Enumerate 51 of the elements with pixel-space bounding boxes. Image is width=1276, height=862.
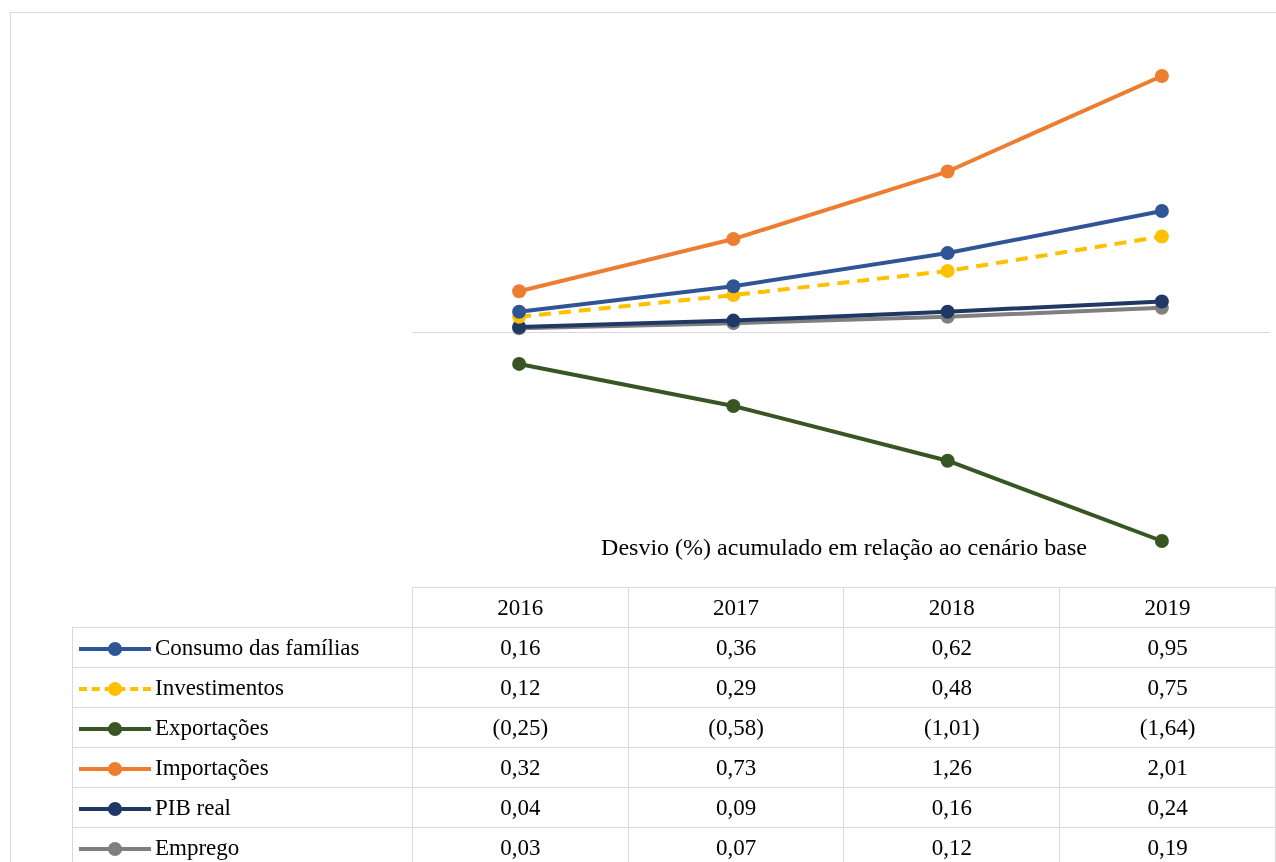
point	[940, 164, 955, 179]
point	[1154, 294, 1169, 309]
legend-label: Investimentos	[155, 674, 285, 700]
point	[512, 356, 527, 371]
point	[726, 279, 741, 294]
point	[1154, 229, 1169, 244]
point	[1154, 534, 1169, 548]
point	[940, 263, 955, 278]
point	[1154, 204, 1169, 219]
legend-label: Emprego	[155, 834, 240, 860]
x-tick-label: 2019	[1059, 587, 1276, 628]
data-label: 0,62	[843, 627, 1060, 668]
legend-label: Exportações	[155, 714, 269, 740]
data-label: 0,29	[628, 667, 844, 708]
data-label: 0,16	[412, 627, 629, 668]
data-label: (1,01)	[843, 707, 1060, 748]
legend-label: Consumo das famílias	[155, 634, 360, 660]
point	[512, 284, 527, 299]
data-label: 0,16	[843, 787, 1060, 828]
data-label: 0,03	[412, 827, 629, 862]
data-label: 0,48	[843, 667, 1060, 708]
legend-label: Importações	[155, 754, 269, 780]
data-label: 0,09	[628, 787, 844, 828]
data-label: (0,25)	[412, 707, 629, 748]
data-label: 0,12	[412, 667, 629, 708]
data-label: 0,07	[628, 827, 844, 862]
point	[726, 398, 741, 413]
legend-label: PIB real	[155, 794, 232, 820]
point	[726, 232, 741, 247]
data-label: 0,73	[628, 747, 844, 788]
data-label: 2,01	[1059, 747, 1276, 788]
x-tick-label: 2017	[628, 587, 844, 628]
point	[940, 246, 955, 261]
data-label: 0,95	[1059, 627, 1276, 668]
x-tick-label: 2018	[843, 587, 1060, 628]
x-tick-label: 2016	[412, 587, 629, 628]
data-label: (0,58)	[628, 707, 844, 748]
point	[940, 304, 955, 319]
point	[512, 304, 527, 319]
data-label: (1,64)	[1059, 707, 1276, 748]
data-label: 0,19	[1059, 827, 1276, 862]
data-label: 0,36	[628, 627, 844, 668]
data-label: 0,24	[1059, 787, 1276, 828]
point	[1154, 69, 1169, 83]
data-label: 0,04	[412, 787, 629, 828]
x-axis-title: Desvio (%) acumulado em relação ao cenário base	[600, 534, 1088, 561]
data-label: 1,26	[843, 747, 1060, 788]
data-label: 0,12	[843, 827, 1060, 862]
data-label: 0,32	[412, 747, 629, 788]
data-label: 0,75	[1059, 667, 1276, 708]
point	[940, 453, 955, 468]
